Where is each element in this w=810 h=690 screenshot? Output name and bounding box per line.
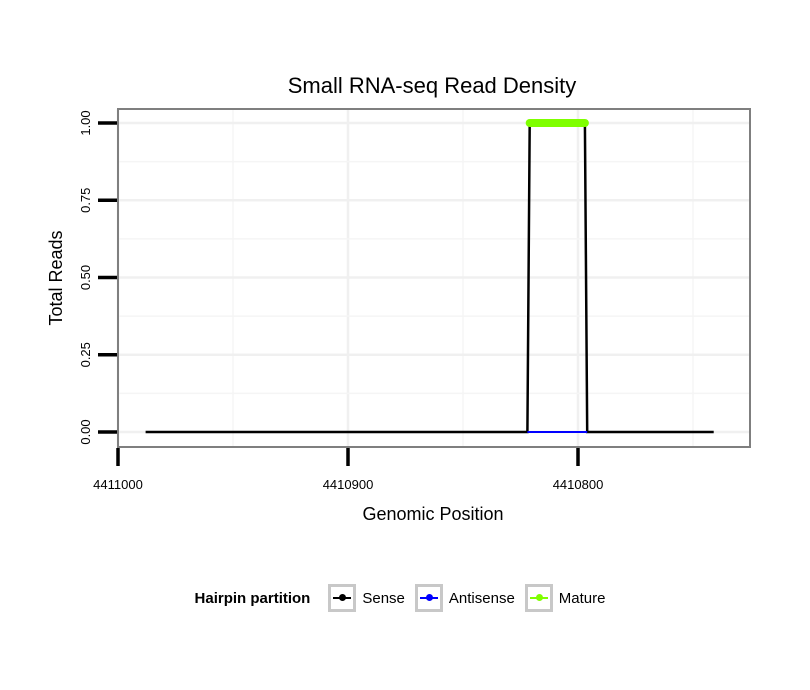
x-tick-label-1: 4410900: [323, 477, 374, 492]
legend-key-sense: [328, 584, 357, 612]
y-tick-label-3: 0.75: [78, 188, 93, 213]
legend-point-antisense: [425, 594, 433, 601]
legend-point-sense: [339, 594, 347, 601]
x-tick-label-0: 4411000: [93, 477, 143, 492]
series-layer: [145, 119, 714, 434]
legend-label-sense: Sense: [362, 589, 405, 607]
legend-label-mature: Mature: [558, 589, 606, 607]
y-tick-label-4: 1.00: [78, 110, 93, 135]
x-tick-label-2: 4410800: [553, 477, 604, 492]
y-tick-label-0: 0.00: [78, 419, 93, 444]
legend-label-antisense: Antisense: [448, 589, 515, 607]
y-tick-label-1: 0.25: [78, 342, 93, 367]
legend-title: Hairpin partition: [194, 589, 311, 607]
legend-item-mature: Mature: [524, 584, 610, 612]
legend-item-antisense: Antisense: [414, 584, 519, 612]
chart-title: Small RNA-seq Read Density: [288, 73, 577, 98]
x-axis-label: Genomic Position: [362, 504, 503, 524]
y-axis-label: Total Reads: [46, 230, 66, 325]
legend: Hairpin partition Sense Antisense Mature: [0, 580, 810, 616]
legend-item-sense: Sense: [328, 584, 409, 612]
legend-point-mature: [535, 594, 543, 601]
plot-panel-border: [117, 108, 751, 448]
axes: 0.00 0.25 0.50 0.75 1.00 4411000 4410900 441080…: [78, 110, 603, 492]
y-tick-label-2: 0.50: [78, 265, 93, 290]
legend-key-antisense: [414, 584, 443, 612]
legend-key-mature: [524, 584, 553, 612]
grid: [116, 109, 750, 447]
